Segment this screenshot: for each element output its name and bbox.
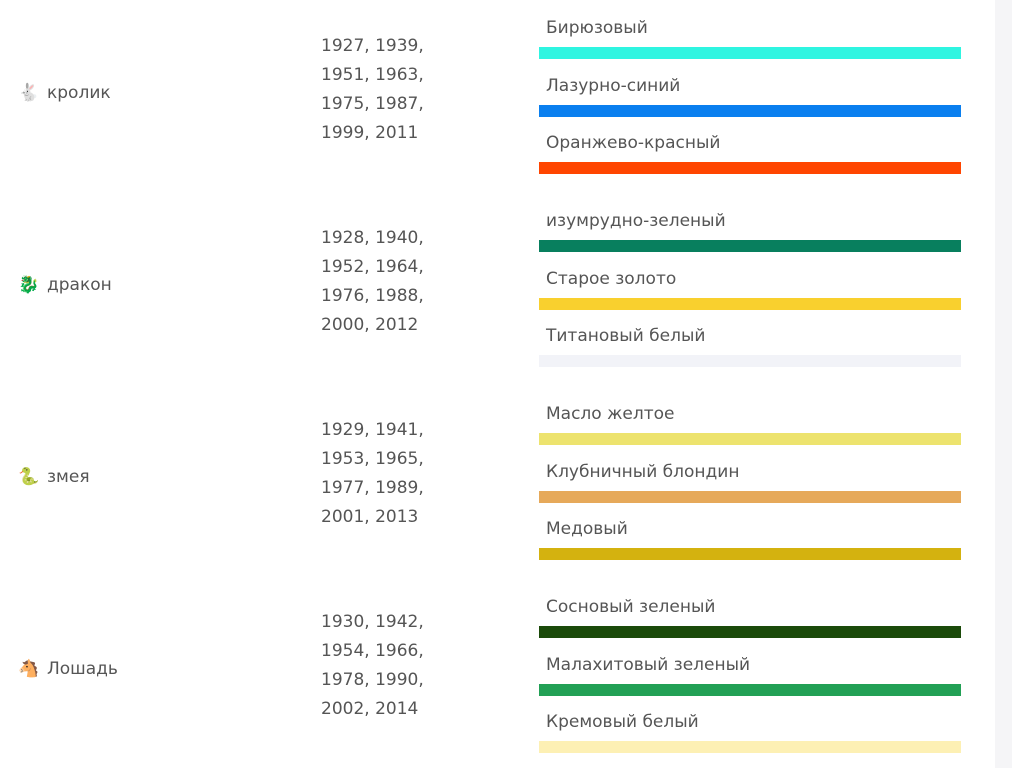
animal-name: дракон: [47, 275, 112, 295]
color-name: Малахитовый зеленый: [546, 654, 751, 675]
animal-icon: 🐍: [18, 467, 40, 487]
color-name: Старое золото: [546, 268, 677, 289]
animal-name: кролик: [47, 83, 111, 103]
color-swatch: [539, 297, 961, 310]
color-swatch: [539, 240, 961, 252]
color-name: Масло желтое: [546, 404, 675, 424]
color-name: Лазурно-синий: [546, 75, 681, 96]
years-line: 1928, 1940,: [321, 228, 424, 248]
years-line: 2001, 2013: [321, 507, 419, 527]
color-swatch: [539, 162, 961, 174]
years-line: 2002, 2014: [321, 699, 419, 719]
color-name: Бирюзовый: [546, 18, 648, 38]
color-swatch: [539, 490, 961, 503]
years-line: 1977, 1989,: [321, 478, 424, 498]
color-name: Медовый: [546, 519, 628, 539]
years-line: 1999, 2011: [321, 123, 419, 143]
color-name: Клубничный блондин: [546, 461, 740, 482]
years-line: 1927, 1939,: [321, 36, 424, 56]
animal-name: Лошадь: [47, 659, 118, 679]
animal-icon: 🐇: [18, 83, 40, 103]
years-line: 1929, 1941,: [321, 420, 424, 440]
color-swatch: [539, 548, 961, 560]
years-line: 1953, 1965,: [321, 449, 424, 469]
color-name: изумрудно-зеленый: [546, 211, 726, 231]
years-line: 1976, 1988,: [321, 286, 424, 306]
years-line: 1978, 1990,: [321, 670, 424, 690]
color-swatch: [539, 355, 961, 367]
color-swatch: [539, 741, 961, 753]
animal-name: змея: [47, 467, 90, 487]
years-line: 1930, 1942,: [321, 612, 424, 632]
years-line: 1952, 1964,: [321, 257, 424, 277]
color-swatch: [539, 683, 961, 696]
years-line: 1954, 1966,: [321, 641, 424, 661]
color-swatch: [539, 104, 961, 117]
color-swatch: [539, 47, 961, 59]
color-name: Оранжево-красный: [546, 133, 721, 153]
color-swatch: [539, 626, 961, 638]
years-line: 1975, 1987,: [321, 94, 424, 114]
scrollbar-track: [995, 0, 1012, 768]
color-name: Титановый белый: [546, 326, 706, 346]
color-swatch: [539, 433, 961, 445]
years-line: 2000, 2012: [321, 315, 419, 335]
color-name: Кремовый белый: [546, 712, 699, 732]
color-name: Сосновый зеленый: [546, 597, 716, 617]
animal-icon: 🐴: [18, 659, 40, 679]
years-line: 1951, 1963,: [321, 65, 424, 85]
animal-icon: 🐉: [18, 275, 40, 295]
